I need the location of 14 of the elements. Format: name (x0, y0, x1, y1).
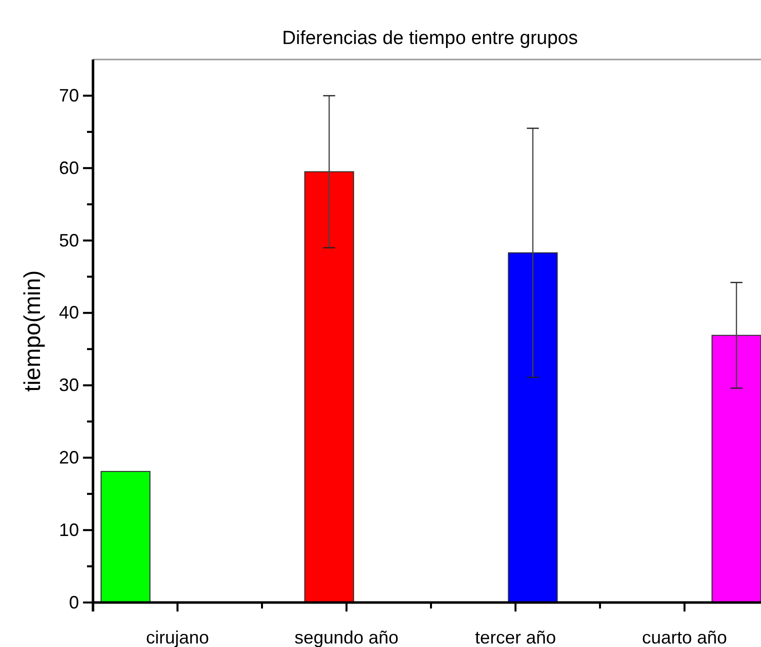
y-axis-title: tiempo(min) (19, 270, 45, 392)
y-tick-label: 40 (58, 302, 79, 323)
y-tick-label: 10 (58, 520, 79, 540)
y-tick-label: 20 (58, 447, 79, 468)
y-tick-label: 0 (68, 592, 79, 612)
x-tick-label: cirujano (146, 627, 210, 647)
x-tick-label: tercer año (474, 627, 556, 647)
x-tick-label: segundo año (294, 627, 399, 647)
y-tick-label: 50 (58, 230, 79, 250)
y-tick-label: 70 (58, 85, 79, 106)
x-tick-label: cuarto año (642, 627, 728, 647)
chart-title: Diferencias de tiempo entre grupos (282, 28, 578, 49)
y-tick-label: 60 (58, 158, 79, 178)
y-tick-label: 30 (58, 375, 79, 396)
